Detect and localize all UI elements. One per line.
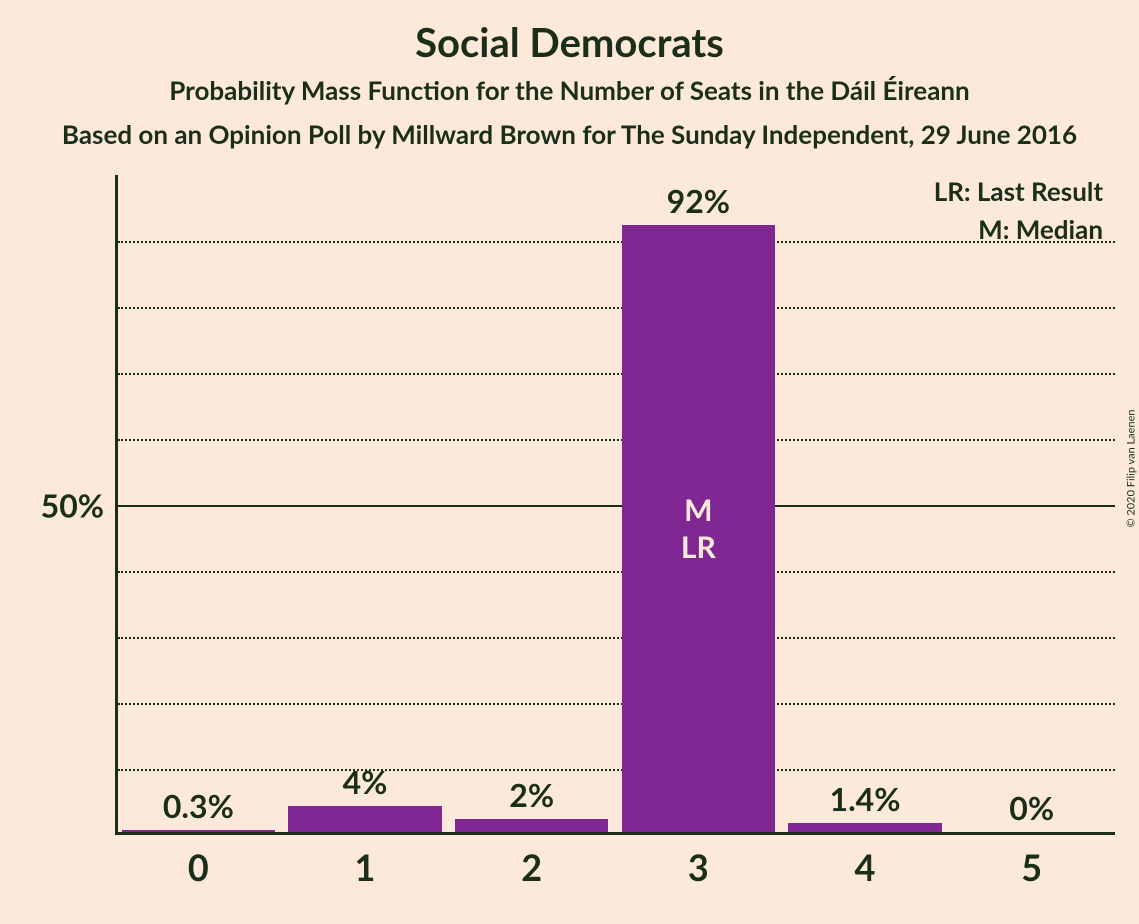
bar-value-label: 2% bbox=[509, 775, 554, 814]
grid-line bbox=[118, 373, 1115, 375]
x-axis bbox=[115, 832, 1115, 835]
last-result-marker: LR bbox=[681, 529, 716, 567]
x-tick-label: 5 bbox=[1021, 845, 1042, 889]
x-tick-label: 0 bbox=[188, 845, 209, 889]
legend-m: M: Median bbox=[934, 213, 1103, 245]
bar-value-label: 92% bbox=[667, 181, 730, 220]
bar bbox=[288, 806, 441, 832]
bar-value-label: 0% bbox=[1009, 788, 1054, 827]
bar bbox=[788, 823, 941, 832]
chart-plot-area: 0.3%4%2%92%1.4%0% 012345 LR: Last Result… bbox=[115, 175, 1115, 835]
grid-line bbox=[118, 505, 1115, 507]
grid-line bbox=[118, 769, 1115, 771]
grid-line bbox=[118, 307, 1115, 309]
chart-title: Social Democrats bbox=[0, 0, 1139, 66]
x-tick-label: 1 bbox=[355, 845, 376, 889]
bar-value-label: 4% bbox=[343, 762, 388, 801]
legend: LR: Last Result M: Median bbox=[934, 175, 1103, 251]
chart-subtitle: Probability Mass Function for the Number… bbox=[0, 74, 1139, 106]
chart-subtitle2: Based on an Opinion Poll by Millward Bro… bbox=[0, 118, 1139, 150]
bar-annotation: MLR bbox=[681, 492, 716, 567]
x-tick-label: 3 bbox=[688, 845, 709, 889]
grid-line bbox=[118, 703, 1115, 705]
bar bbox=[455, 819, 608, 832]
chart-container: Social Democrats Probability Mass Functi… bbox=[0, 0, 1139, 924]
grid-line bbox=[118, 571, 1115, 573]
x-tick-label: 4 bbox=[855, 845, 876, 889]
bar bbox=[122, 830, 275, 832]
x-tick-label: 2 bbox=[521, 845, 542, 889]
grid-line bbox=[118, 439, 1115, 441]
y-axis-label: 50% bbox=[41, 486, 104, 525]
median-marker: M bbox=[681, 492, 716, 530]
copyright-text: © 2020 Filip van Laenen bbox=[1125, 409, 1138, 527]
bar-value-label: 0.3% bbox=[163, 786, 234, 825]
grid-line bbox=[118, 637, 1115, 639]
legend-lr: LR: Last Result bbox=[934, 175, 1103, 207]
bar-value-label: 1.4% bbox=[830, 779, 901, 818]
